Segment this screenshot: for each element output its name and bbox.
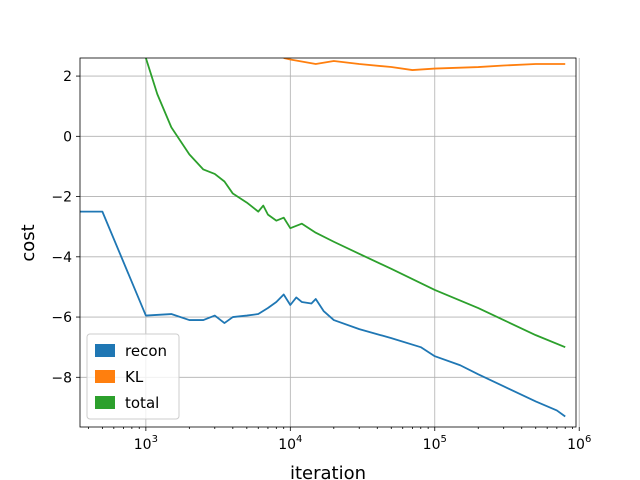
legend-label-total: total [125, 394, 159, 412]
x-axis-label: iteration [290, 463, 366, 480]
legend-label-recon: recon [125, 342, 167, 360]
y-tick-label: −4 [51, 250, 72, 266]
x-tick-label: 105 [423, 434, 447, 453]
x-tick-label-exponent: 3 [152, 434, 158, 445]
series-line-KL [283, 58, 566, 71]
x-tick-label-base: 10 [567, 437, 585, 453]
y-tick-label: 2 [63, 69, 72, 85]
series-line-recon [80, 210, 566, 418]
x-tick-label-base: 10 [423, 437, 441, 453]
legend-swatch-total [95, 396, 115, 409]
x-tick-label-base: 10 [134, 437, 152, 453]
legend-swatch-KL [95, 370, 115, 383]
legend-label-KL: KL [125, 368, 144, 386]
x-tick-label-exponent: 4 [296, 434, 302, 445]
x-tick-label-exponent: 6 [585, 434, 591, 445]
x-tick-label-base: 10 [278, 437, 296, 453]
y-axis-label: cost [18, 224, 39, 261]
x-tick-label: 103 [134, 434, 158, 453]
x-tick-label: 104 [278, 434, 302, 453]
y-tick-label: 0 [63, 129, 72, 145]
y-tick-label: −6 [51, 310, 72, 326]
grid [80, 58, 580, 427]
x-tick-label-exponent: 5 [440, 434, 446, 445]
series-line-total [145, 58, 566, 349]
y-tick-label: −8 [51, 370, 72, 386]
series-layer [80, 58, 566, 418]
legend: recon KL total [86, 333, 180, 420]
y-tick-label: −2 [51, 190, 72, 206]
plot-frame [79, 57, 577, 428]
x-tick-label: 106 [567, 434, 591, 453]
legend-swatch-recon [95, 344, 115, 357]
